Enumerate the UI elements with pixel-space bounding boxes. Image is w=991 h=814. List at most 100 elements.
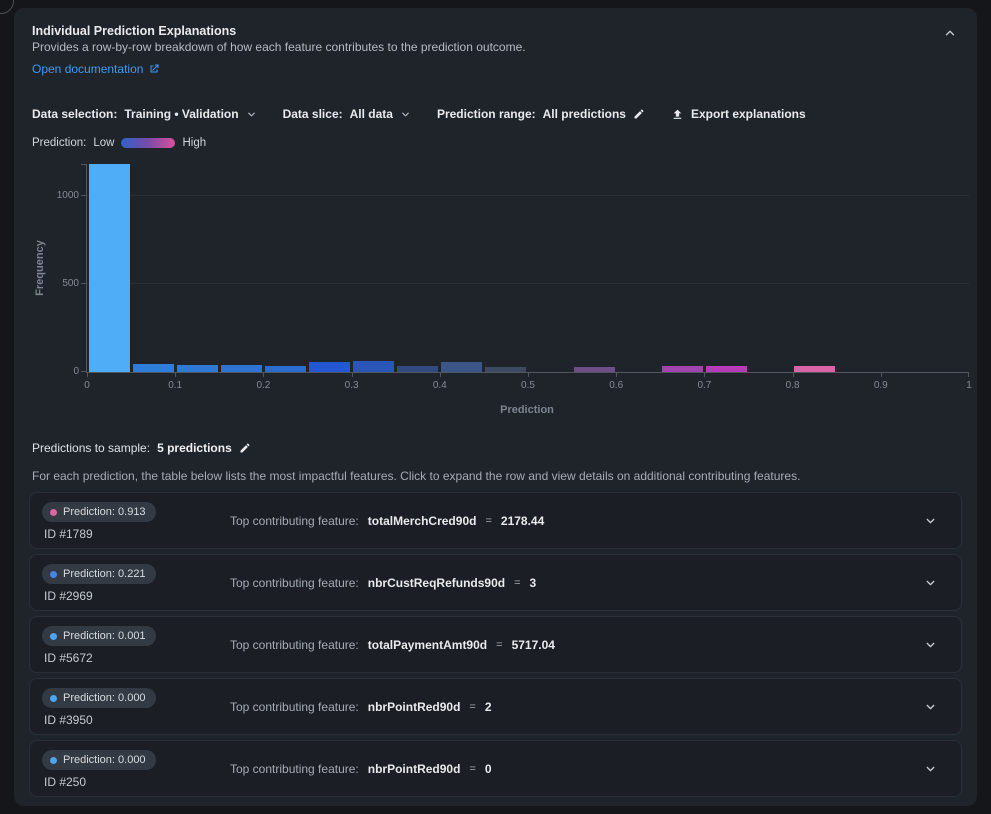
sample-value: 5 predictions [157, 441, 232, 455]
top-feature: Top contributing feature: totalPaymentAm… [230, 617, 555, 672]
y-axis-tick [81, 195, 87, 197]
y-tick-label: 0 [73, 366, 79, 377]
legend-low: Low [93, 137, 115, 149]
x-axis-tick [175, 372, 177, 377]
edit-icon[interactable] [239, 442, 251, 454]
prediction-row[interactable]: Prediction: 0.913 ID #1789 Top contribut… [29, 492, 962, 549]
prediction-row[interactable]: Prediction: 0.000 ID #250 Top contributi… [29, 740, 962, 797]
y-tick-label: 500 [62, 277, 79, 289]
prediction-range-label: Prediction range: [436, 107, 536, 121]
histogram-bar[interactable] [309, 361, 351, 372]
histogram-bar[interactable] [88, 164, 130, 372]
badge-dot [50, 632, 57, 640]
x-tick-label: 0.4 [432, 380, 447, 391]
prediction-range-value: All predictions [542, 107, 626, 121]
histogram-bar[interactable] [705, 365, 747, 372]
x-tick-label: 0.1 [168, 380, 183, 391]
histogram-bar[interactable] [353, 360, 395, 372]
prediction-badge: Prediction: 0.221 [42, 564, 156, 584]
legend-label: Prediction: [32, 137, 87, 149]
external-link-icon [148, 63, 160, 75]
partial-floating-button [0, 0, 14, 14]
top-feature-label: Top contributing feature: [230, 699, 359, 714]
gridline [87, 283, 969, 285]
gridline [87, 195, 969, 197]
sample-description: For each prediction, the table below lis… [32, 469, 801, 483]
equals-sign: = [485, 514, 492, 527]
prediction-badge: Prediction: 0.001 [42, 626, 156, 646]
row-id: ID #3950 [44, 713, 93, 727]
edit-icon[interactable] [633, 108, 645, 120]
toolbar: Data selection: Training • Validation Da… [32, 107, 806, 121]
data-selection-value: Training • Validation [124, 107, 239, 121]
feature-value: 2 [484, 699, 492, 714]
feature-value: 5717.04 [511, 637, 555, 652]
x-axis-tick [704, 372, 706, 377]
panel-title: Individual Prediction Explanations [32, 24, 237, 38]
top-feature-label: Top contributing feature: [230, 513, 359, 528]
histogram-bar[interactable] [441, 362, 483, 372]
collapse-panel-button[interactable] [939, 22, 961, 44]
top-feature-label: Top contributing feature: [230, 761, 359, 776]
prediction-range-control[interactable]: Prediction range: All predictions [437, 107, 645, 121]
feature-value: 3 [529, 575, 537, 590]
upload-icon [671, 108, 684, 121]
prediction-badge: Prediction: 0.913 [42, 502, 156, 522]
top-feature: Top contributing feature: totalMerchCred… [230, 493, 544, 548]
x-tick-label: 0.6 [609, 380, 624, 391]
row-id: ID #5672 [44, 651, 93, 665]
chevron-down-icon [400, 109, 411, 120]
feature-name: totalMerchCred90d [367, 513, 477, 528]
data-selection-label: Data selection: [32, 107, 118, 121]
histogram-bar[interactable] [264, 365, 306, 372]
data-slice-dropdown[interactable]: Data slice: All data [283, 107, 411, 121]
chevron-down-icon[interactable] [924, 638, 937, 651]
chevron-down-icon[interactable] [924, 576, 937, 589]
feature-value: 2178.44 [500, 513, 545, 528]
predictions-to-sample: Predictions to sample: 5 predictions [32, 441, 251, 455]
doc-link-label: Open documentation [32, 62, 144, 76]
histogram-bar[interactable] [794, 366, 836, 372]
prediction-legend: Prediction: Low High [32, 137, 206, 149]
badge-label: Prediction: 0.913 [63, 506, 146, 518]
histogram-bar[interactable] [132, 364, 174, 372]
histogram-bar[interactable] [220, 364, 262, 372]
histogram-bar[interactable] [573, 367, 615, 372]
data-selection-dropdown[interactable]: Data selection: Training • Validation [32, 107, 257, 121]
prediction-row[interactable]: Prediction: 0.000 ID #3950 Top contribut… [29, 678, 962, 735]
histogram-bar[interactable] [661, 366, 703, 372]
histogram-bar[interactable] [485, 366, 527, 372]
data-slice-value: All data [349, 107, 393, 121]
histogram-bar[interactable] [397, 366, 439, 372]
x-tick-label: 0.8 [785, 380, 800, 391]
row-id: ID #250 [44, 775, 87, 789]
panel-subtitle: Provides a row-by-row breakdown of how e… [32, 40, 526, 54]
histogram-bar[interactable] [176, 365, 218, 372]
panel-card: Individual Prediction Explanations Provi… [14, 8, 977, 806]
y-axis-tick [81, 371, 87, 372]
equals-sign: = [469, 762, 476, 775]
export-explanations-button[interactable]: Export explanations [671, 107, 806, 121]
chevron-down-icon[interactable] [924, 514, 937, 527]
badge-dot [50, 756, 57, 764]
x-axis-tick [263, 372, 265, 377]
x-axis-tick [880, 372, 882, 377]
x-tick-label: 0.3 [344, 380, 359, 391]
chevron-down-icon[interactable] [924, 762, 937, 775]
x-axis-title: Prediction [500, 404, 554, 416]
prediction-row[interactable]: Prediction: 0.001 ID #5672 Top contribut… [29, 616, 962, 673]
top-feature: Top contributing feature: nbrPointRed90d… [230, 679, 492, 734]
badge-label: Prediction: 0.001 [63, 630, 146, 642]
x-tick-label: 1 [966, 380, 972, 391]
y-axis-tick [81, 283, 87, 285]
histogram-chart: Frequency 0 500 1000 0 0.1 0.2 0.3 0.4 0.5 0.6 0.7… [34, 164, 972, 416]
equals-sign: = [514, 576, 521, 589]
prediction-row[interactable]: Prediction: 0.221 ID #2969 Top contribut… [29, 554, 962, 611]
prediction-rows: Prediction: 0.913 ID #1789 Top contribut… [29, 492, 962, 802]
feature-name: nbrCustReqRefunds90d [367, 575, 506, 590]
badge-label: Prediction: 0.000 [63, 692, 146, 704]
top-feature: Top contributing feature: nbrPointRed90d… [230, 741, 492, 796]
chevron-down-icon[interactable] [924, 700, 937, 713]
equals-sign: = [496, 638, 503, 651]
open-documentation-link[interactable]: Open documentation [32, 62, 160, 76]
